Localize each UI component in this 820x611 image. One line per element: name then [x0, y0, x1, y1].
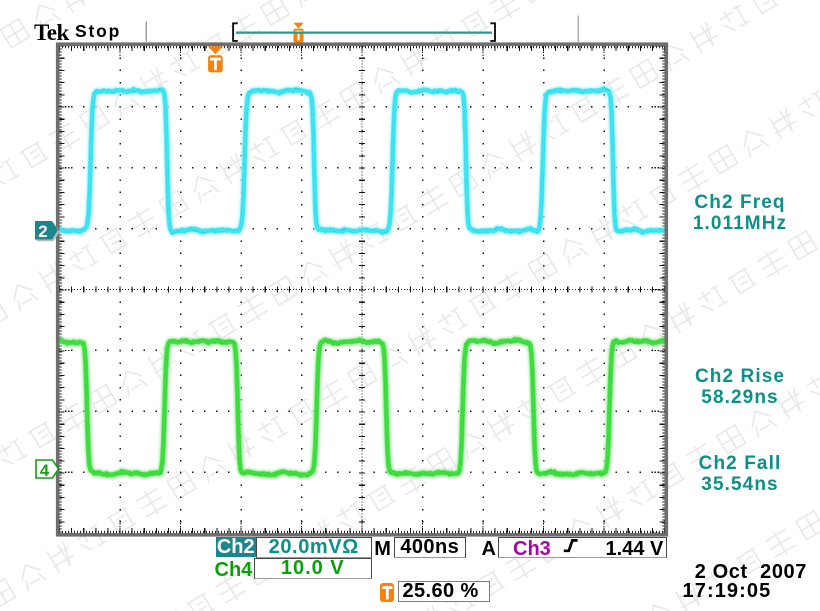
svg-text:4: 4	[40, 462, 50, 480]
svg-text:2: 2	[38, 222, 47, 241]
